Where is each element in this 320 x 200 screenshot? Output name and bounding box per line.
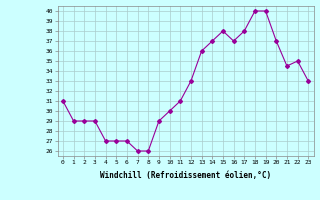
X-axis label: Windchill (Refroidissement éolien,°C): Windchill (Refroidissement éolien,°C) <box>100 171 271 180</box>
